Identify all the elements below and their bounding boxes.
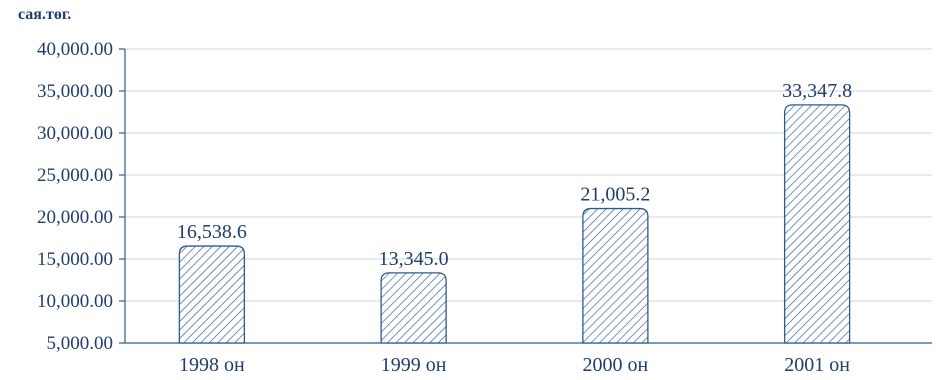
y-tick-label: 30,000.00 [37,123,113,144]
x-category-label: 2000 он [583,354,649,376]
x-category-label: 2001 он [784,354,850,376]
y-tick-label: 15,000.00 [37,249,113,270]
y-tick-label: 10,000.00 [37,291,113,312]
bar-value-label: 21,005.2 [580,184,650,206]
labels: 5,000.00 10,000.00 15,000.00 20,000.00 25,00… [37,39,852,376]
bar-value-label: 33,347.8 [782,80,852,102]
y-axis-unit-label: сая.төг. [18,6,72,23]
y-tick-label: 40,000.00 [37,39,113,60]
y-tick-label: 35,000.00 [37,81,113,102]
bar [582,207,649,344]
bar [380,272,447,344]
bar [783,104,851,344]
y-tick-label: 5,000.00 [47,333,114,354]
x-category-label: 1999 он [381,354,447,376]
bar-value-label: 13,345.0 [379,248,449,270]
bars [178,104,851,344]
y-tick-label: 20,000.00 [37,207,113,228]
bar-value-label: 16,538.6 [177,221,247,243]
bar [178,245,246,344]
x-category-label: 1998 он [179,354,245,376]
y-tick-label: 25,000.00 [37,165,113,186]
